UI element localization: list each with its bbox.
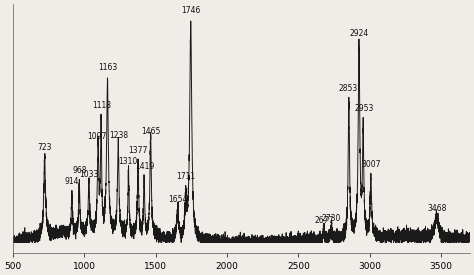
Text: 3007: 3007 <box>361 160 381 169</box>
Text: 1163: 1163 <box>98 63 117 72</box>
Text: 1465: 1465 <box>141 126 160 136</box>
Text: 2924: 2924 <box>349 29 369 38</box>
Text: 3468: 3468 <box>427 204 447 213</box>
Text: 1654: 1654 <box>168 195 187 204</box>
Text: 723: 723 <box>37 143 52 152</box>
Text: 2853: 2853 <box>338 84 358 93</box>
Text: 1118: 1118 <box>92 101 111 110</box>
Text: 1746: 1746 <box>181 6 201 15</box>
Text: 2953: 2953 <box>355 104 374 113</box>
Text: 1310: 1310 <box>118 157 137 166</box>
Text: 1238: 1238 <box>109 131 128 140</box>
Text: 1711: 1711 <box>176 172 195 181</box>
Text: 2677: 2677 <box>314 216 333 225</box>
Text: 1377: 1377 <box>128 146 148 155</box>
Text: 1097: 1097 <box>87 132 107 141</box>
Text: 1033: 1033 <box>79 170 99 179</box>
Text: 1419: 1419 <box>135 161 155 170</box>
Text: 914: 914 <box>64 177 79 186</box>
Text: 968: 968 <box>73 166 88 175</box>
Text: 2730: 2730 <box>321 214 341 223</box>
